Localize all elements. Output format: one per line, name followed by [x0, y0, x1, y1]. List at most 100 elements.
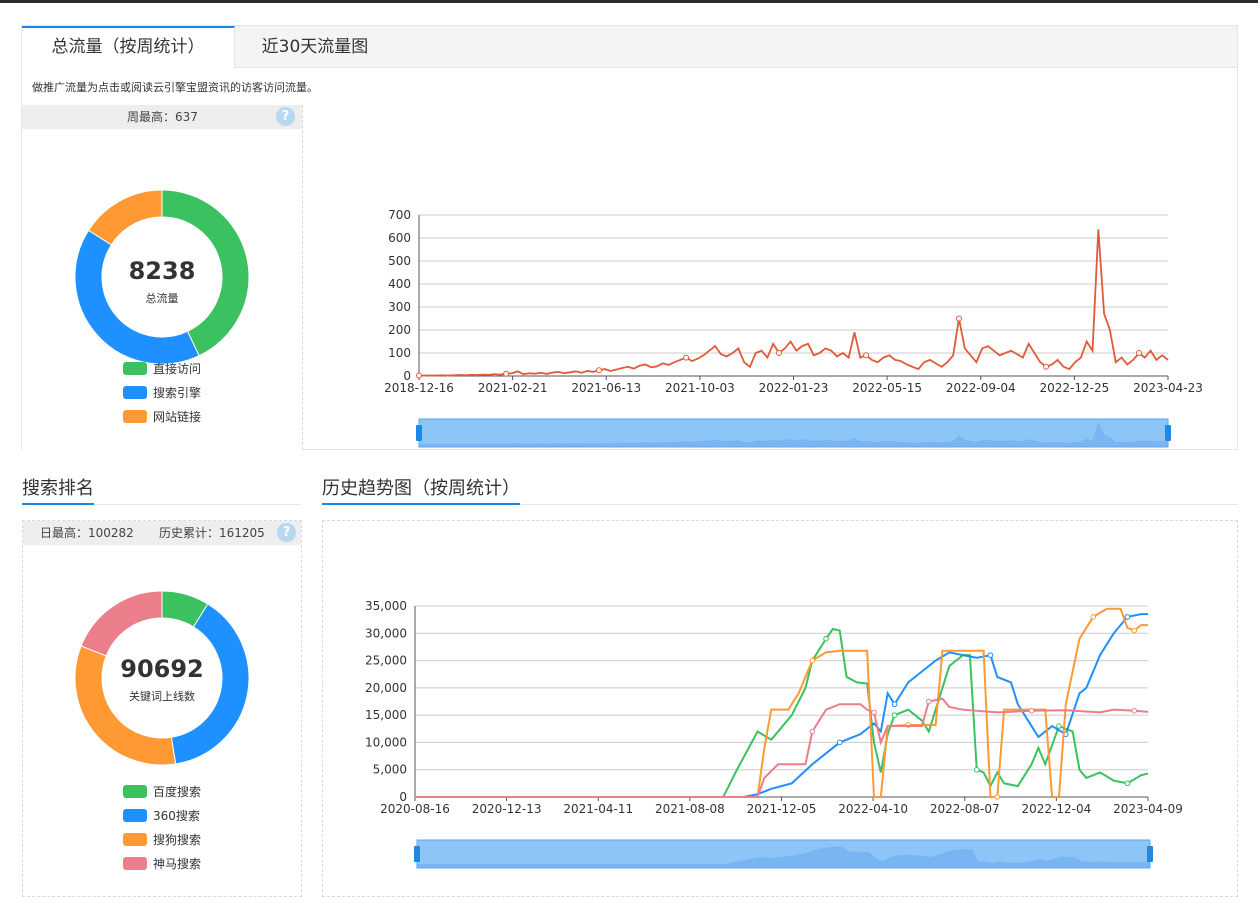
legend-item-360[interactable]: 360搜索 — [123, 803, 201, 827]
data-point — [994, 794, 1001, 800]
y-tick-label: 20,000 — [365, 681, 407, 695]
series-line-baidu — [415, 627, 1149, 798]
top-bar — [0, 0, 1258, 3]
x-tick-label: 2022-05-15 — [852, 381, 922, 395]
donut-slice-3 — [87, 189, 163, 246]
legend-swatch — [123, 856, 147, 870]
ranking-total-value: 90692 — [120, 655, 204, 683]
y-tick-label: 10,000 — [365, 735, 407, 749]
slider-handle-left — [414, 846, 420, 862]
traffic-total-label: 总流量 — [146, 291, 179, 305]
legend-label: 搜索引擎 — [153, 385, 202, 400]
traffic-description: 做推广流量为点击或阅读云引擎宝盟资讯的访客访问流量。 — [32, 81, 318, 94]
legend-item-baidu[interactable]: 百度搜索 — [123, 779, 201, 803]
donut-slice-4 — [80, 590, 163, 657]
data-point — [1124, 614, 1131, 620]
help-icon[interactable]: ? — [277, 523, 296, 542]
daily-max-label: 日最高：100282 — [40, 526, 134, 540]
data-point — [863, 352, 870, 359]
legend-label: 360搜索 — [153, 808, 200, 823]
y-tick-label: 300 — [388, 300, 411, 314]
ranking-summary: 日最高：100282 历史累计：161205 ? 90692 关键词上线数 百度… — [22, 520, 302, 897]
x-tick-label: 2022-12-04 — [1022, 802, 1092, 816]
help-icon[interactable]: ? — [276, 107, 295, 126]
legend-item-search-engine[interactable]: 搜索引擎 — [123, 380, 201, 404]
x-tick-label: 2022-01-23 — [759, 381, 829, 395]
y-tick-label: 25,000 — [365, 654, 407, 668]
data-point — [1131, 707, 1138, 714]
trend-title: 历史趋势图（按周统计） — [322, 478, 520, 499]
slider-preview — [419, 422, 1168, 447]
legend-item-sogou[interactable]: 搜狗搜索 — [123, 827, 201, 851]
data-point — [871, 709, 877, 716]
legend-item-site-link[interactable]: 网站链接 — [123, 404, 201, 428]
ranking-title-underline — [22, 503, 94, 505]
x-tick-label: 2020-12-13 — [472, 802, 542, 816]
data-point — [891, 701, 898, 708]
tab-weekly-total[interactable]: 总流量（按周统计） — [22, 26, 235, 69]
traffic-summary: 周最高：637 ? 8238 总流量 直接访问 搜索引擎 网站链接 — [22, 105, 303, 450]
series-line-traffic — [419, 229, 1169, 377]
ranking-title-line — [94, 504, 301, 505]
data-point — [775, 350, 782, 356]
y-tick-label: 500 — [388, 254, 411, 268]
legend-swatch — [123, 808, 147, 822]
trend-title-underline — [322, 503, 520, 505]
y-tick-label: 0 — [399, 790, 407, 804]
y-tick-label: 600 — [388, 231, 411, 245]
x-tick-label: 2022-08-07 — [930, 802, 1000, 816]
trend-line-chart: 0 5,000 10,000 15,000 20,000 25,000 30,000 35,0… — [365, 599, 1183, 869]
history-total-label: 历史累计：161205 — [159, 526, 265, 540]
data-point — [925, 698, 932, 705]
data-point — [891, 712, 898, 718]
y-tick-label: 700 — [388, 208, 411, 222]
traffic-panel: 总流量（按周统计） 近30天流量图 做推广流量为点击或阅读云引擎宝盟资讯的访客访… — [21, 25, 1238, 450]
slider-handle-left — [416, 425, 422, 441]
data-point — [1131, 627, 1138, 634]
data-point — [503, 370, 510, 377]
x-tick-label: 2022-04-10 — [838, 802, 908, 816]
slider-handle-right — [1165, 425, 1171, 441]
data-point — [1028, 707, 1035, 714]
data-point — [1090, 614, 1096, 620]
data-point — [1043, 363, 1050, 370]
legend-item-shenma[interactable]: 神马搜索 — [123, 851, 201, 875]
data-point — [1124, 780, 1131, 787]
ranking-total-label: 关键词上线数 — [129, 689, 195, 703]
data-point — [973, 766, 980, 773]
y-tick-label: 200 — [388, 323, 411, 337]
donut-slice-2 — [74, 229, 200, 365]
legend-swatch — [123, 832, 147, 846]
y-tick-label: 5,000 — [373, 763, 407, 777]
series-line-shenma — [415, 697, 1149, 798]
data-point — [1135, 350, 1142, 356]
tab-last-30-days[interactable]: 近30天流量图 — [261, 37, 369, 57]
x-tick-label: 2021-04-11 — [563, 802, 633, 816]
y-tick-label: 35,000 — [365, 599, 407, 613]
y-tick-label: 400 — [388, 277, 411, 291]
data-point — [823, 635, 829, 642]
data-point — [809, 657, 816, 664]
trend-panel: 0 5,000 10,000 15,000 20,000 25,000 30,000 35,0… — [322, 520, 1238, 897]
legend-item-direct[interactable]: 直接访问 — [123, 356, 201, 380]
data-point — [683, 354, 690, 361]
slider-preview — [417, 846, 1150, 868]
y-tick-label: 100 — [388, 346, 411, 360]
x-tick-label: 2021-08-08 — [655, 802, 725, 816]
trend-title-line — [520, 504, 1238, 505]
data-point — [955, 315, 962, 322]
traffic-legend: 直接访问 搜索引擎 网站链接 — [123, 356, 201, 428]
data-point — [1056, 723, 1062, 729]
legend-swatch — [123, 361, 147, 375]
legend-swatch — [123, 784, 147, 798]
traffic-line-chart: 0 100 200 300 400 500 600 700 2018-12-16 2021-02-… — [384, 208, 1203, 448]
ranking-legend: 百度搜索 360搜索 搜狗搜索 神马搜索 — [123, 779, 201, 875]
y-tick-label: 0 — [403, 369, 411, 383]
slider-handle-right — [1147, 846, 1153, 862]
legend-label: 搜狗搜索 — [153, 832, 202, 847]
x-tick-label: 2023-04-23 — [1133, 381, 1203, 395]
y-tick-label: 15,000 — [365, 708, 407, 722]
traffic-donut: 8238 总流量 — [74, 189, 250, 365]
ranking-title: 搜索排名 — [22, 478, 94, 499]
x-tick-label: 2023-04-09 — [1113, 802, 1183, 816]
